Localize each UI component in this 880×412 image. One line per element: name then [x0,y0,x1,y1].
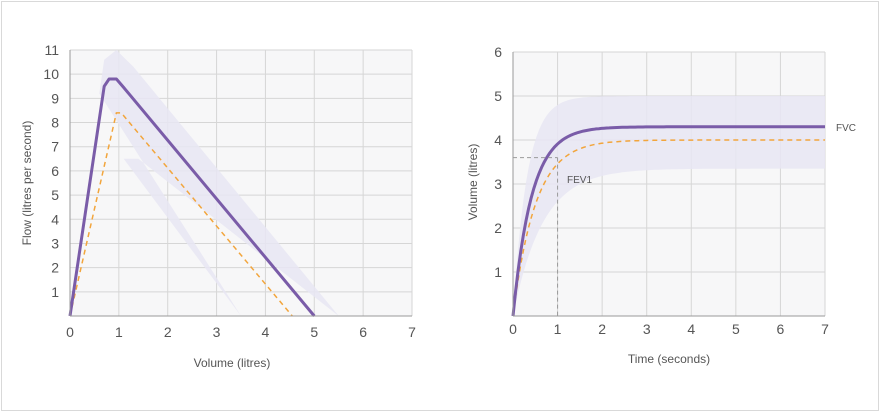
y-tick-label: 4 [494,132,502,148]
y-tick-label: 2 [494,220,502,236]
y-tick-label: 7 [51,139,59,155]
fev1-annotation: FEV1 [567,175,592,186]
x-tick-label: 5 [310,324,318,340]
y-tick-label: 1 [51,284,59,300]
y-tick-label: 1 [494,264,502,280]
normal-range-band [513,96,825,316]
x-tick-label: 3 [213,324,221,340]
x-tick-label: 1 [554,321,562,337]
measured-volume-line [511,125,825,317]
y-axis-label: Flow (litres per second) [20,121,34,246]
y-tick-label: 3 [494,176,502,192]
x-tick-label: 7 [408,324,416,340]
x-tick-label: 2 [598,321,606,337]
x-axis-label: Volume (litres) [194,356,271,370]
predicted-flow-line [69,112,293,317]
x-tick-label: 4 [262,324,270,340]
y-tick-label: 6 [494,44,502,60]
measured-flow-line [68,77,316,317]
y-axis-label: Volume (litres) [466,144,480,221]
y-tick-label: 4 [51,211,59,227]
grid [70,49,413,316]
y-tick-label: 11 [44,42,59,58]
y-tick-label: 6 [51,163,59,179]
y-tick-labels: 1 2 3 4 5 6 [494,44,502,280]
y-tick-label: 10 [43,66,59,82]
x-tick-label: 4 [687,321,695,337]
x-tick-label: 6 [359,324,367,340]
y-tick-labels: 1 2 3 4 5 6 7 8 9 10 11 [43,42,59,300]
predicted-volume-line [512,139,825,317]
flow-volume-chart: 0 1 2 3 4 5 6 7 1 2 3 4 5 6 7 8 9 10 11 Volume (litres) F… [20,42,416,370]
y-tick-label: 9 [51,90,59,106]
y-tick-label: 2 [51,260,59,276]
y-tick-label: 8 [51,115,59,131]
x-tick-label: 1 [115,324,123,340]
fvc-annotation: FVC [836,123,856,134]
x-tick-label: 3 [643,321,651,337]
y-tick-label: 5 [51,187,59,203]
x-tick-labels: 0 1 2 3 4 5 6 7 [66,324,416,340]
x-tick-label: 2 [164,324,172,340]
x-tick-labels: 0 1 2 3 4 5 6 7 [509,321,829,337]
y-tick-label: 3 [51,235,59,251]
x-tick-label: 5 [732,321,740,337]
x-tick-label: 7 [821,321,829,337]
x-tick-label: 0 [509,321,517,337]
y-tick-label: 5 [494,88,502,104]
normal-range-band [99,50,339,316]
x-tick-label: 6 [777,321,785,337]
x-tick-label: 0 [66,324,74,340]
x-axis-label: Time (seconds) [628,352,710,366]
